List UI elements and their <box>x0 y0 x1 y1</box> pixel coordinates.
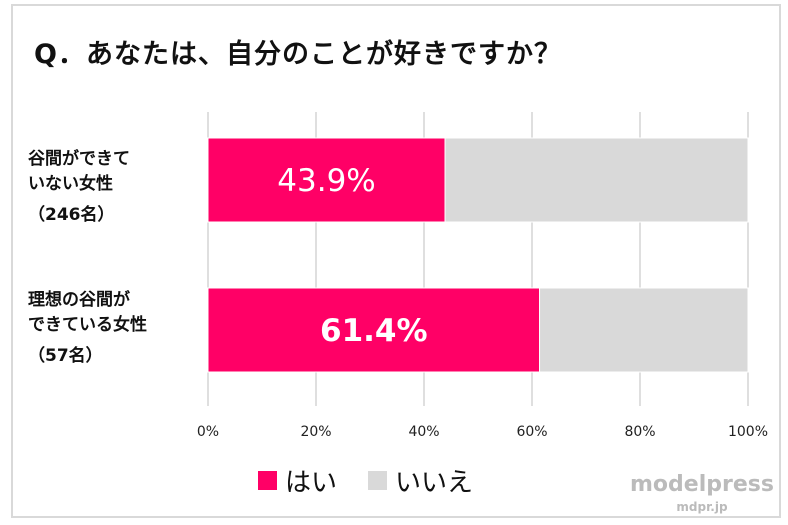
category-count: （246名） <box>28 205 115 225</box>
chart-frame <box>11 4 781 518</box>
legend-swatch-no <box>368 471 387 490</box>
x-tick-label: 80% <box>624 424 655 440</box>
bar-segment-yes <box>207 137 446 223</box>
category-line1: 理想の谷間が <box>28 290 130 310</box>
category-count: （57名） <box>28 346 103 366</box>
watermark-brand: modelpress <box>630 472 774 497</box>
x-tick-label: 20% <box>300 424 331 440</box>
chart-title: Q．あなたは、自分のことが好きですか？ <box>34 39 562 70</box>
x-tick-label: 60% <box>516 424 547 440</box>
watermark-site: mdpr.jp <box>676 500 728 514</box>
bar-segment-no <box>444 137 749 223</box>
category-label-2: 理想の谷間が できている女性 （57名） <box>28 288 147 369</box>
category-line2: できている女性 <box>28 315 147 335</box>
legend-swatch-yes <box>258 471 277 490</box>
bar-segment-yes <box>207 287 541 373</box>
watermark: modelpress mdpr.jp <box>630 474 774 518</box>
legend-label-yes: はい <box>285 468 338 498</box>
x-tick-label: 0% <box>197 424 219 440</box>
x-tick-label: 100% <box>728 424 768 440</box>
legend-item-no: いいえ <box>368 462 473 499</box>
legend-label-no: いいえ <box>395 468 474 498</box>
category-line1: 谷間ができて <box>28 149 130 169</box>
data-label: 43.9% <box>277 163 375 199</box>
x-tick-label: 40% <box>408 424 439 440</box>
category-label-1: 谷間ができて いない女性 （246名） <box>28 147 130 228</box>
legend-item-yes: はい <box>258 462 337 499</box>
category-line2: いない女性 <box>28 174 113 194</box>
bar-segment-no <box>539 287 749 373</box>
data-label: 61.4% <box>320 313 428 349</box>
